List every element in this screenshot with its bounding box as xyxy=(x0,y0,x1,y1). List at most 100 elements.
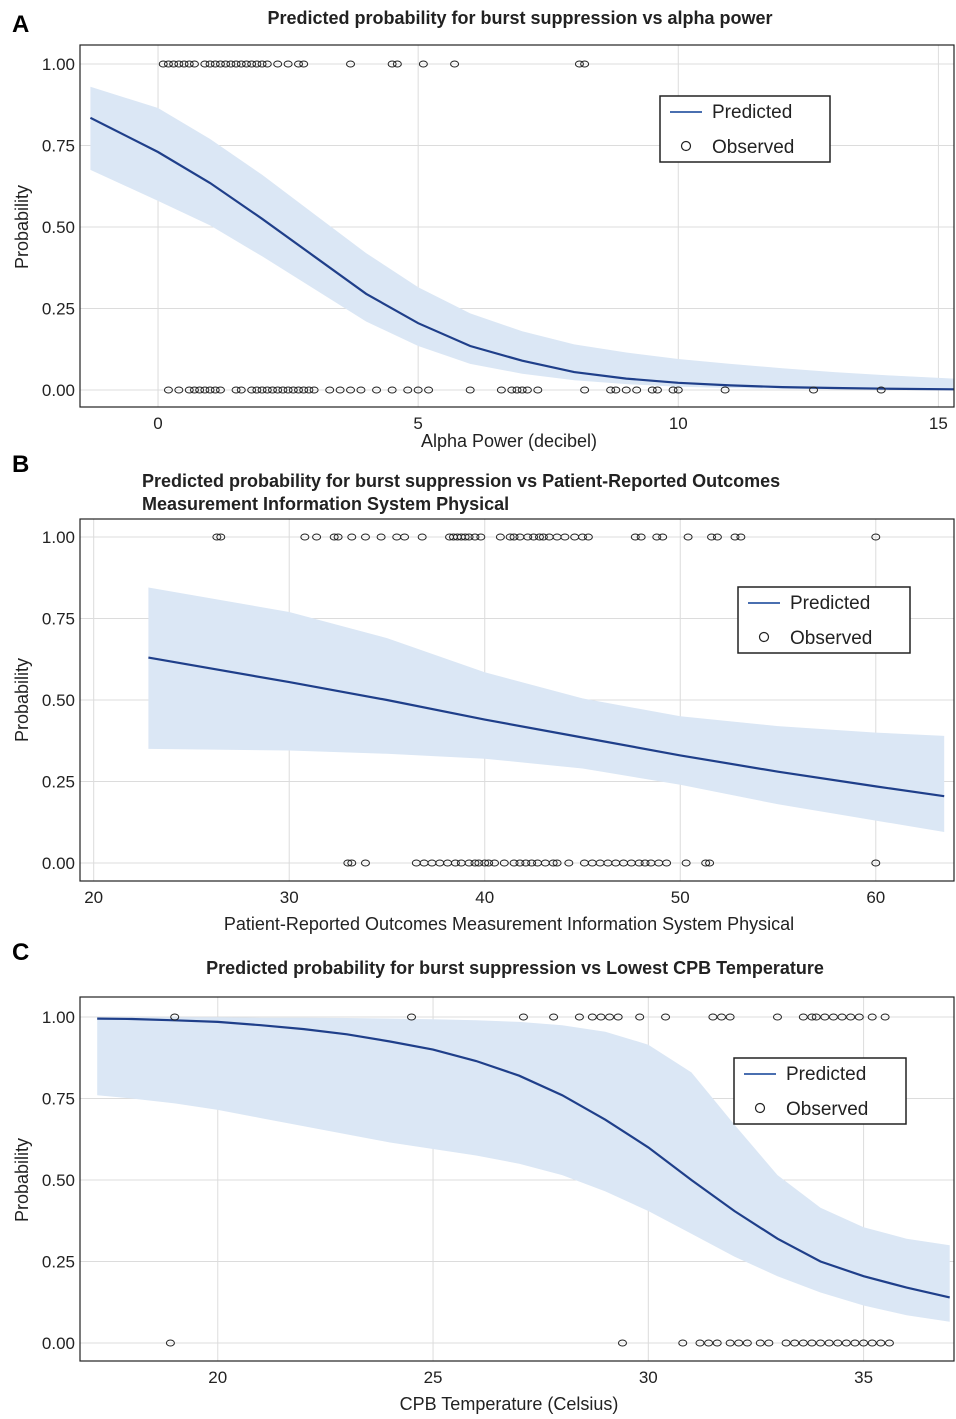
observed-point xyxy=(587,1013,597,1021)
observed-point xyxy=(717,1013,727,1021)
observed-point xyxy=(257,386,267,394)
observed-point xyxy=(205,60,215,68)
observed-point xyxy=(403,386,413,394)
y-tick-label: 0.25 xyxy=(42,300,75,319)
x-tick-label: 20 xyxy=(84,888,103,907)
y-tick-label: 0.50 xyxy=(42,218,75,237)
legend-label-observed: Observed xyxy=(790,628,872,649)
observed-point xyxy=(509,533,519,541)
observed-point xyxy=(617,1339,627,1347)
observed-point xyxy=(712,1339,722,1347)
x-tick-label: 50 xyxy=(671,888,690,907)
x-tick-label: 0 xyxy=(153,414,162,433)
observed-point xyxy=(837,1013,847,1021)
x-axis-label: CPB Temperature (Celsius) xyxy=(400,1394,619,1414)
observed-point xyxy=(811,1013,821,1021)
legend-point-swatch xyxy=(680,140,692,152)
y-tick-label: 0.50 xyxy=(42,1171,75,1190)
observed-point xyxy=(347,859,357,867)
observed-point xyxy=(294,60,303,68)
observed-point xyxy=(611,386,621,394)
observed-point xyxy=(580,386,590,394)
observed-point xyxy=(867,1013,877,1021)
observed-point xyxy=(640,859,650,867)
observed-point xyxy=(294,386,303,394)
y-tick-label: 0.50 xyxy=(42,691,75,710)
observed-point xyxy=(476,533,486,541)
observed-point xyxy=(165,1339,175,1347)
observed-point xyxy=(417,533,427,541)
observed-point xyxy=(450,859,460,867)
observed-point xyxy=(273,386,283,394)
x-tick-label: 10 xyxy=(669,414,688,433)
observed-point xyxy=(517,386,527,394)
observed-point xyxy=(184,60,194,68)
observed-point xyxy=(205,386,215,394)
observed-point xyxy=(267,386,277,394)
observed-point xyxy=(673,386,683,394)
observed-point xyxy=(288,386,298,394)
observed-point xyxy=(221,60,231,68)
observed-point xyxy=(158,60,168,68)
y-tick-label: 0.75 xyxy=(42,1090,75,1109)
observed-point xyxy=(189,386,199,394)
observed-point xyxy=(418,60,428,68)
x-tick-label: 35 xyxy=(854,1368,873,1387)
observed-point xyxy=(490,859,500,867)
y-tick-label: 1.00 xyxy=(42,55,75,74)
observed-point xyxy=(658,533,668,541)
y-axis-label: Probability xyxy=(12,1138,32,1222)
observed-point xyxy=(683,533,693,541)
observed-point xyxy=(871,859,881,867)
legend-label-observed: Observed xyxy=(712,137,794,158)
legend-box xyxy=(659,95,831,163)
observed-point xyxy=(548,859,558,867)
y-axis-label: Probability xyxy=(12,658,32,742)
chart-title-line: Predicted probability for burst suppress… xyxy=(267,8,772,28)
observed-point xyxy=(859,1339,869,1347)
observed-point xyxy=(876,386,886,394)
y-tick-label: 1.00 xyxy=(42,528,75,547)
observed-point xyxy=(495,533,505,541)
observed-point xyxy=(231,60,241,68)
observed-point xyxy=(480,859,490,867)
observed-point xyxy=(169,60,179,68)
observed-point xyxy=(820,1013,830,1021)
observed-point xyxy=(312,533,322,541)
panel-letter: C xyxy=(12,939,29,966)
confidence-band xyxy=(90,86,954,391)
observed-point xyxy=(400,533,410,541)
x-axis-label: Alpha Power (decibel) xyxy=(421,431,597,451)
observed-point xyxy=(636,533,646,541)
observed-point xyxy=(876,1339,886,1347)
observed-point xyxy=(247,60,257,68)
observed-point xyxy=(529,533,539,541)
observed-point xyxy=(413,386,423,394)
legend-label-predicted: Predicted xyxy=(786,1064,866,1085)
legend-label-predicted: Predicted xyxy=(790,593,870,614)
observed-point xyxy=(647,386,657,394)
observed-point xyxy=(262,60,272,68)
observed-point xyxy=(347,533,357,541)
observed-point xyxy=(496,386,506,394)
observed-point xyxy=(300,533,310,541)
observed-point xyxy=(392,60,402,68)
observed-point xyxy=(560,533,570,541)
observed-point xyxy=(170,1013,180,1021)
observed-point xyxy=(304,386,314,394)
panel-letter: A xyxy=(12,11,29,38)
observed-point xyxy=(424,386,434,394)
observed-point xyxy=(632,386,642,394)
y-tick-label: 0.25 xyxy=(42,773,75,792)
observed-point xyxy=(707,533,717,541)
observed-point xyxy=(678,1339,688,1347)
observed-point xyxy=(736,533,746,541)
observed-point xyxy=(200,60,210,68)
observed-point xyxy=(583,533,593,541)
observed-point xyxy=(518,1013,528,1021)
observed-point xyxy=(257,60,267,68)
observed-point xyxy=(346,60,356,68)
x-tick-label: 30 xyxy=(280,888,299,907)
observed-point xyxy=(215,386,225,394)
